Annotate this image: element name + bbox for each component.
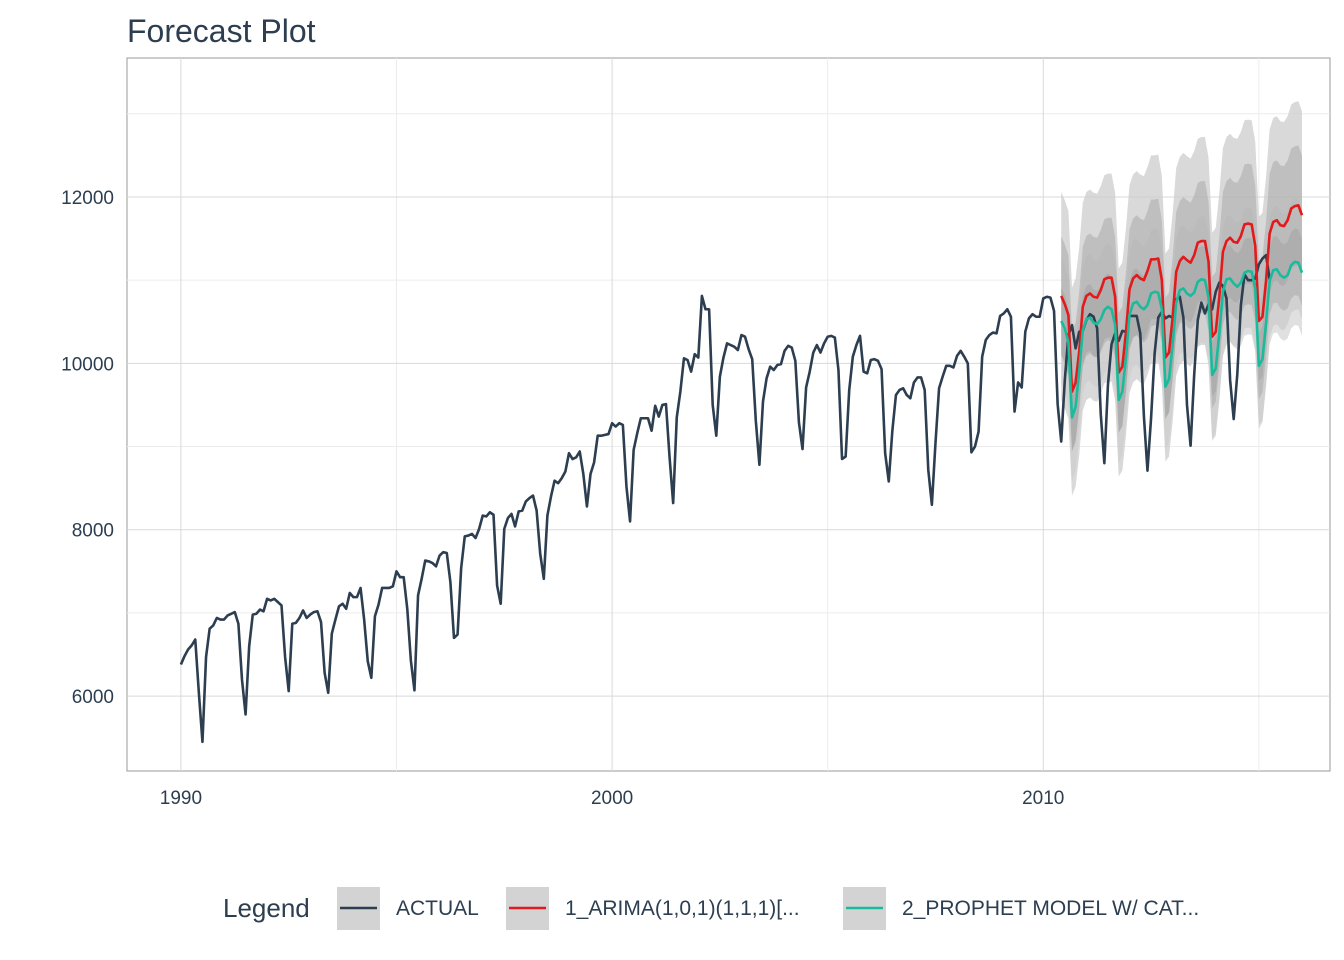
major-gridlines (127, 58, 1330, 771)
arima-ci80-band (1061, 145, 1302, 452)
legend-label-actual: ACTUAL (396, 897, 479, 920)
x-tick-label: 1990 (160, 788, 202, 809)
series-lines (179, 203, 1304, 744)
legend-label-arima: 1_ARIMA(1,0,1)(1,1,1)[... (565, 897, 800, 920)
y-axis-ticks: 6000 8000 10000 12000 (61, 188, 114, 708)
y-tick-label: 10000 (61, 354, 114, 375)
legend-title: Legend (223, 893, 310, 923)
x-axis-ticks: 1990 2000 2010 (160, 788, 1065, 809)
legend-label-prophet: 2_PROPHET MODEL W/ CAT... (902, 897, 1199, 920)
minor-gridlines (127, 58, 1330, 771)
chart-title: Forecast Plot (127, 13, 316, 49)
x-tick-label: 2000 (591, 788, 633, 809)
y-tick-label: 8000 (72, 521, 114, 542)
x-tick-label: 2010 (1022, 788, 1064, 809)
legend: Legend ACTUAL 1_ARIMA(1,0,1)(1,1,1)[... … (223, 887, 1199, 930)
prophet-ci95-band (1061, 198, 1302, 481)
arima-forecast-line (1060, 203, 1304, 393)
prophet-forecast-line (1060, 260, 1304, 419)
plot-panel (126, 57, 1331, 772)
y-tick-label: 6000 (72, 687, 114, 708)
y-tick-label: 12000 (61, 188, 114, 209)
